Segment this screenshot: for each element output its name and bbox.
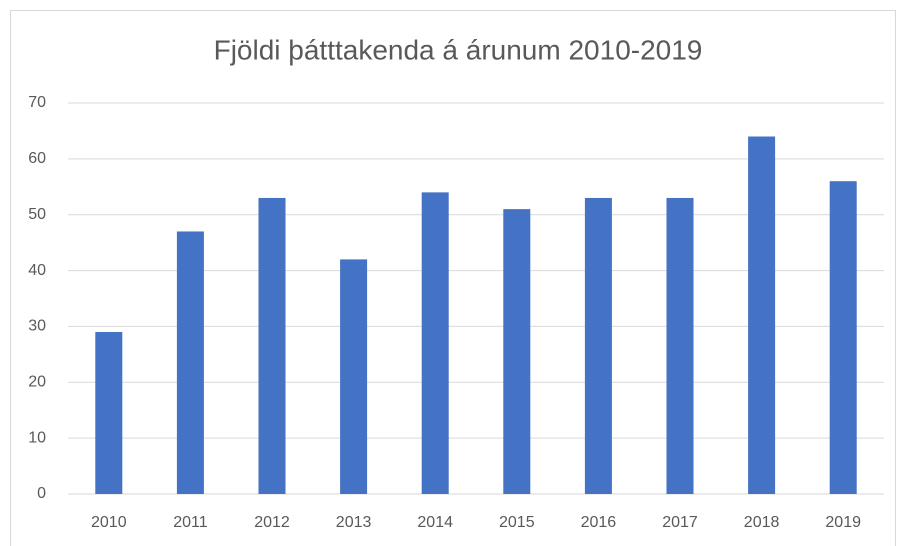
bar (258, 197, 286, 494)
y-tick-label: 60 (28, 150, 46, 167)
bar (829, 181, 857, 494)
bar (666, 197, 694, 494)
x-tick-label: 2016 (581, 514, 617, 531)
bar (584, 197, 612, 494)
bar (176, 231, 204, 494)
bar (95, 332, 123, 494)
y-tick-label: 0 (37, 485, 46, 502)
y-tick-label: 10 (28, 429, 46, 446)
bar (421, 192, 449, 494)
x-tick-label: 2014 (417, 514, 453, 531)
x-tick-label: 2010 (91, 514, 127, 531)
y-tick-label: 30 (28, 318, 46, 335)
chart-title: Fjöldi þátttakenda á árunum 2010-2019 (214, 34, 703, 65)
bar (748, 136, 776, 494)
y-tick-label: 70 (28, 94, 46, 111)
x-tick-label: 2013 (336, 514, 372, 531)
x-tick-label: 2011 (173, 514, 208, 531)
x-tick-label: 2012 (254, 514, 290, 531)
x-tick-label: 2017 (662, 514, 698, 531)
y-tick-label: 40 (28, 262, 46, 279)
bar (340, 259, 368, 494)
x-tick-label: 2019 (825, 514, 861, 531)
y-tick-label: 20 (28, 374, 46, 391)
x-tick-label: 2015 (499, 514, 535, 531)
bar (503, 209, 531, 494)
y-tick-label: 50 (28, 206, 46, 223)
chart-frame (10, 10, 896, 546)
x-tick-label: 2018 (744, 514, 780, 531)
